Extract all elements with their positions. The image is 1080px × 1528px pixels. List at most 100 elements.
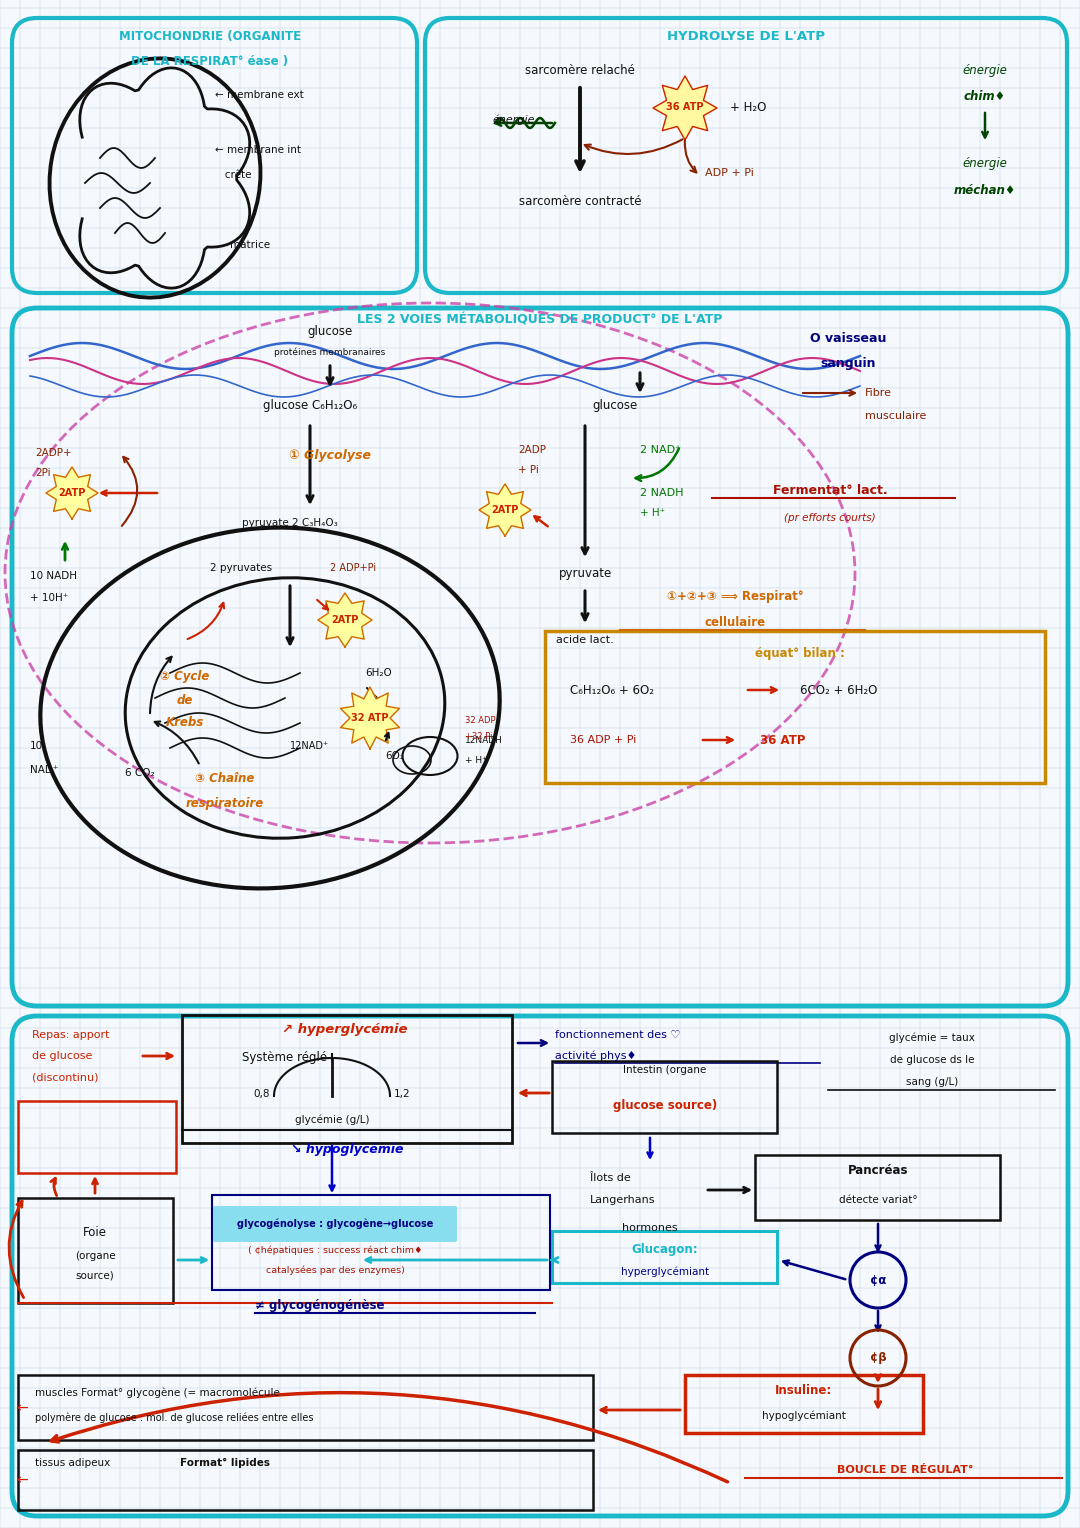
Text: glucose C₆H₁₂O₆: glucose C₆H₁₂O₆ bbox=[262, 399, 357, 413]
Text: glycémie (g/L): glycémie (g/L) bbox=[295, 1115, 369, 1125]
Text: 2ADP: 2ADP bbox=[518, 445, 546, 455]
Polygon shape bbox=[46, 468, 98, 520]
Text: de glucose: de glucose bbox=[32, 1051, 93, 1060]
Text: (discontinu): (discontinu) bbox=[32, 1073, 98, 1082]
Text: activité phys♦: activité phys♦ bbox=[555, 1051, 636, 1062]
Text: glucose: glucose bbox=[308, 324, 353, 338]
Text: glucose source): glucose source) bbox=[612, 1100, 717, 1112]
Text: sarcomère relaché: sarcomère relaché bbox=[525, 64, 635, 76]
Text: tissus adipeux: tissus adipeux bbox=[35, 1458, 110, 1468]
Text: Intestin (organe: Intestin (organe bbox=[623, 1065, 706, 1076]
Text: ¢α: ¢α bbox=[869, 1273, 887, 1287]
Text: 2 NAD⁺: 2 NAD⁺ bbox=[640, 445, 681, 455]
Text: énergie: énergie bbox=[962, 156, 1008, 170]
Text: glycémie = taux: glycémie = taux bbox=[889, 1033, 975, 1044]
Text: 32 ATP: 32 ATP bbox=[351, 714, 389, 723]
Text: protéines membranaires: protéines membranaires bbox=[274, 347, 386, 356]
Text: 6 CO₂: 6 CO₂ bbox=[125, 769, 154, 778]
Bar bbox=[755, 1155, 1000, 1219]
Text: équat° bilan :: équat° bilan : bbox=[755, 646, 845, 660]
Text: 36 ATP: 36 ATP bbox=[666, 102, 704, 112]
Text: 12NADH: 12NADH bbox=[465, 735, 503, 744]
Text: source): source) bbox=[76, 1271, 114, 1280]
Text: Glucagon:: Glucagon: bbox=[632, 1244, 699, 1256]
Text: 32 ADP: 32 ADP bbox=[465, 715, 496, 724]
Text: musculaire: musculaire bbox=[865, 411, 927, 422]
Text: ←: ← bbox=[16, 1473, 28, 1487]
Text: + H⁺: + H⁺ bbox=[640, 507, 665, 518]
Text: 2 pyruvates: 2 pyruvates bbox=[210, 562, 272, 573]
Text: Krebs: Krebs bbox=[166, 717, 204, 729]
Text: cellulaire: cellulaire bbox=[704, 616, 766, 628]
Text: ( ¢hépatiques : success réact chim♦: ( ¢hépatiques : success réact chim♦ bbox=[247, 1245, 422, 1254]
Text: 1,2: 1,2 bbox=[394, 1089, 410, 1099]
Text: NAD⁺: NAD⁺ bbox=[30, 766, 58, 775]
Text: Repas: apport: Repas: apport bbox=[32, 1030, 109, 1041]
Polygon shape bbox=[340, 688, 400, 749]
Text: sarcomère contracté: sarcomère contracté bbox=[518, 194, 642, 208]
Text: Insuline:: Insuline: bbox=[775, 1383, 833, 1397]
Text: glycogénolyse : glycogène→glucose: glycogénolyse : glycogène→glucose bbox=[237, 1219, 433, 1229]
Text: ≠ glycogénogénèse: ≠ glycogénogénèse bbox=[255, 1299, 384, 1313]
Text: ①+②+③ ⟹ Respirat°: ①+②+③ ⟹ Respirat° bbox=[666, 590, 804, 602]
Text: pyruvate: pyruvate bbox=[558, 567, 611, 579]
Text: de: de bbox=[177, 694, 193, 706]
Text: Système réglé: Système réglé bbox=[242, 1051, 327, 1065]
Text: pyruvate 2 C₃H₄O₃: pyruvate 2 C₃H₄O₃ bbox=[242, 518, 338, 529]
Text: méchan♦: méchan♦ bbox=[954, 183, 1016, 197]
Text: ③ Chaîne: ③ Chaîne bbox=[195, 772, 255, 784]
Text: (pr efforts courts): (pr efforts courts) bbox=[784, 513, 876, 523]
Text: énergie: énergie bbox=[962, 64, 1008, 76]
Text: 10 NADH: 10 NADH bbox=[30, 571, 77, 581]
Text: 2ATP: 2ATP bbox=[58, 487, 85, 498]
Text: +32 Pi: +32 Pi bbox=[465, 732, 492, 741]
Text: hyperglycémiant: hyperglycémiant bbox=[621, 1267, 710, 1277]
Bar bbox=[685, 1375, 923, 1433]
FancyBboxPatch shape bbox=[213, 1206, 457, 1242]
Bar bbox=[18, 1450, 593, 1510]
Text: de glucose ds le: de glucose ds le bbox=[890, 1054, 974, 1065]
Text: ←: ← bbox=[16, 1401, 28, 1415]
Text: (organe: (organe bbox=[75, 1251, 116, 1261]
Text: crête: crête bbox=[215, 170, 252, 180]
Text: Fermentat° lact.: Fermentat° lact. bbox=[772, 483, 888, 497]
Text: HYDROLYSE DE L'ATP: HYDROLYSE DE L'ATP bbox=[667, 29, 825, 43]
Text: + Pi: + Pi bbox=[518, 465, 539, 475]
Text: Fibre: Fibre bbox=[865, 388, 892, 397]
Text: muscles Format° glycogène (= macromolécule: muscles Format° glycogène (= macromolécu… bbox=[35, 1387, 280, 1398]
Text: 2 NADH: 2 NADH bbox=[640, 487, 684, 498]
Text: respiratoire: respiratoire bbox=[186, 796, 265, 810]
Text: 2ATP: 2ATP bbox=[332, 614, 359, 625]
Text: sanguin: sanguin bbox=[820, 356, 876, 370]
Text: hypoglycémiant: hypoglycémiant bbox=[762, 1410, 846, 1421]
Text: chim♦: chim♦ bbox=[964, 90, 1007, 102]
Text: Îlots de: Îlots de bbox=[590, 1174, 631, 1183]
Text: 10: 10 bbox=[30, 741, 43, 750]
Text: Foie: Foie bbox=[83, 1227, 107, 1239]
Text: C₆H₁₂O₆ + 6O₂: C₆H₁₂O₆ + 6O₂ bbox=[570, 683, 654, 697]
Text: acide lact.: acide lact. bbox=[556, 636, 613, 645]
Bar bbox=[545, 631, 1045, 782]
Text: 0,8: 0,8 bbox=[254, 1089, 270, 1099]
Text: 2 ADP+Pi: 2 ADP+Pi bbox=[330, 562, 376, 573]
Text: ADP + Pi: ADP + Pi bbox=[705, 168, 754, 177]
Text: polymère de glucose : mol. de glucose reliées entre elles: polymère de glucose : mol. de glucose re… bbox=[35, 1413, 313, 1423]
Text: fonctionnement des ♡: fonctionnement des ♡ bbox=[555, 1030, 680, 1041]
Bar bbox=[212, 1195, 550, 1290]
Text: matrice: matrice bbox=[230, 240, 270, 251]
Text: 6H₂O: 6H₂O bbox=[365, 668, 392, 678]
Bar bbox=[18, 1375, 593, 1439]
Text: ↗ hyperglycémie: ↗ hyperglycémie bbox=[282, 1024, 408, 1036]
Text: O vaisseau: O vaisseau bbox=[810, 332, 887, 344]
Text: glucose: glucose bbox=[592, 399, 637, 413]
Text: ← membrane ext: ← membrane ext bbox=[215, 90, 303, 99]
Text: ② Cycle: ② Cycle bbox=[160, 669, 210, 683]
Text: LES 2 VOIES MÉTABOLIQUES DE PRODUCT° DE L'ATP: LES 2 VOIES MÉTABOLIQUES DE PRODUCT° DE … bbox=[357, 313, 723, 327]
Text: ← membrane int: ← membrane int bbox=[215, 145, 301, 154]
Text: détecte variat°: détecte variat° bbox=[839, 1195, 917, 1206]
Text: 6CO₂ + 6H₂O: 6CO₂ + 6H₂O bbox=[800, 683, 877, 697]
Text: DE LA RESPIRAT° éase ): DE LA RESPIRAT° éase ) bbox=[132, 55, 288, 67]
Bar bbox=[18, 1198, 173, 1303]
Text: énergie: énergie bbox=[492, 115, 535, 125]
Text: Pancréas: Pancréas bbox=[848, 1163, 908, 1177]
